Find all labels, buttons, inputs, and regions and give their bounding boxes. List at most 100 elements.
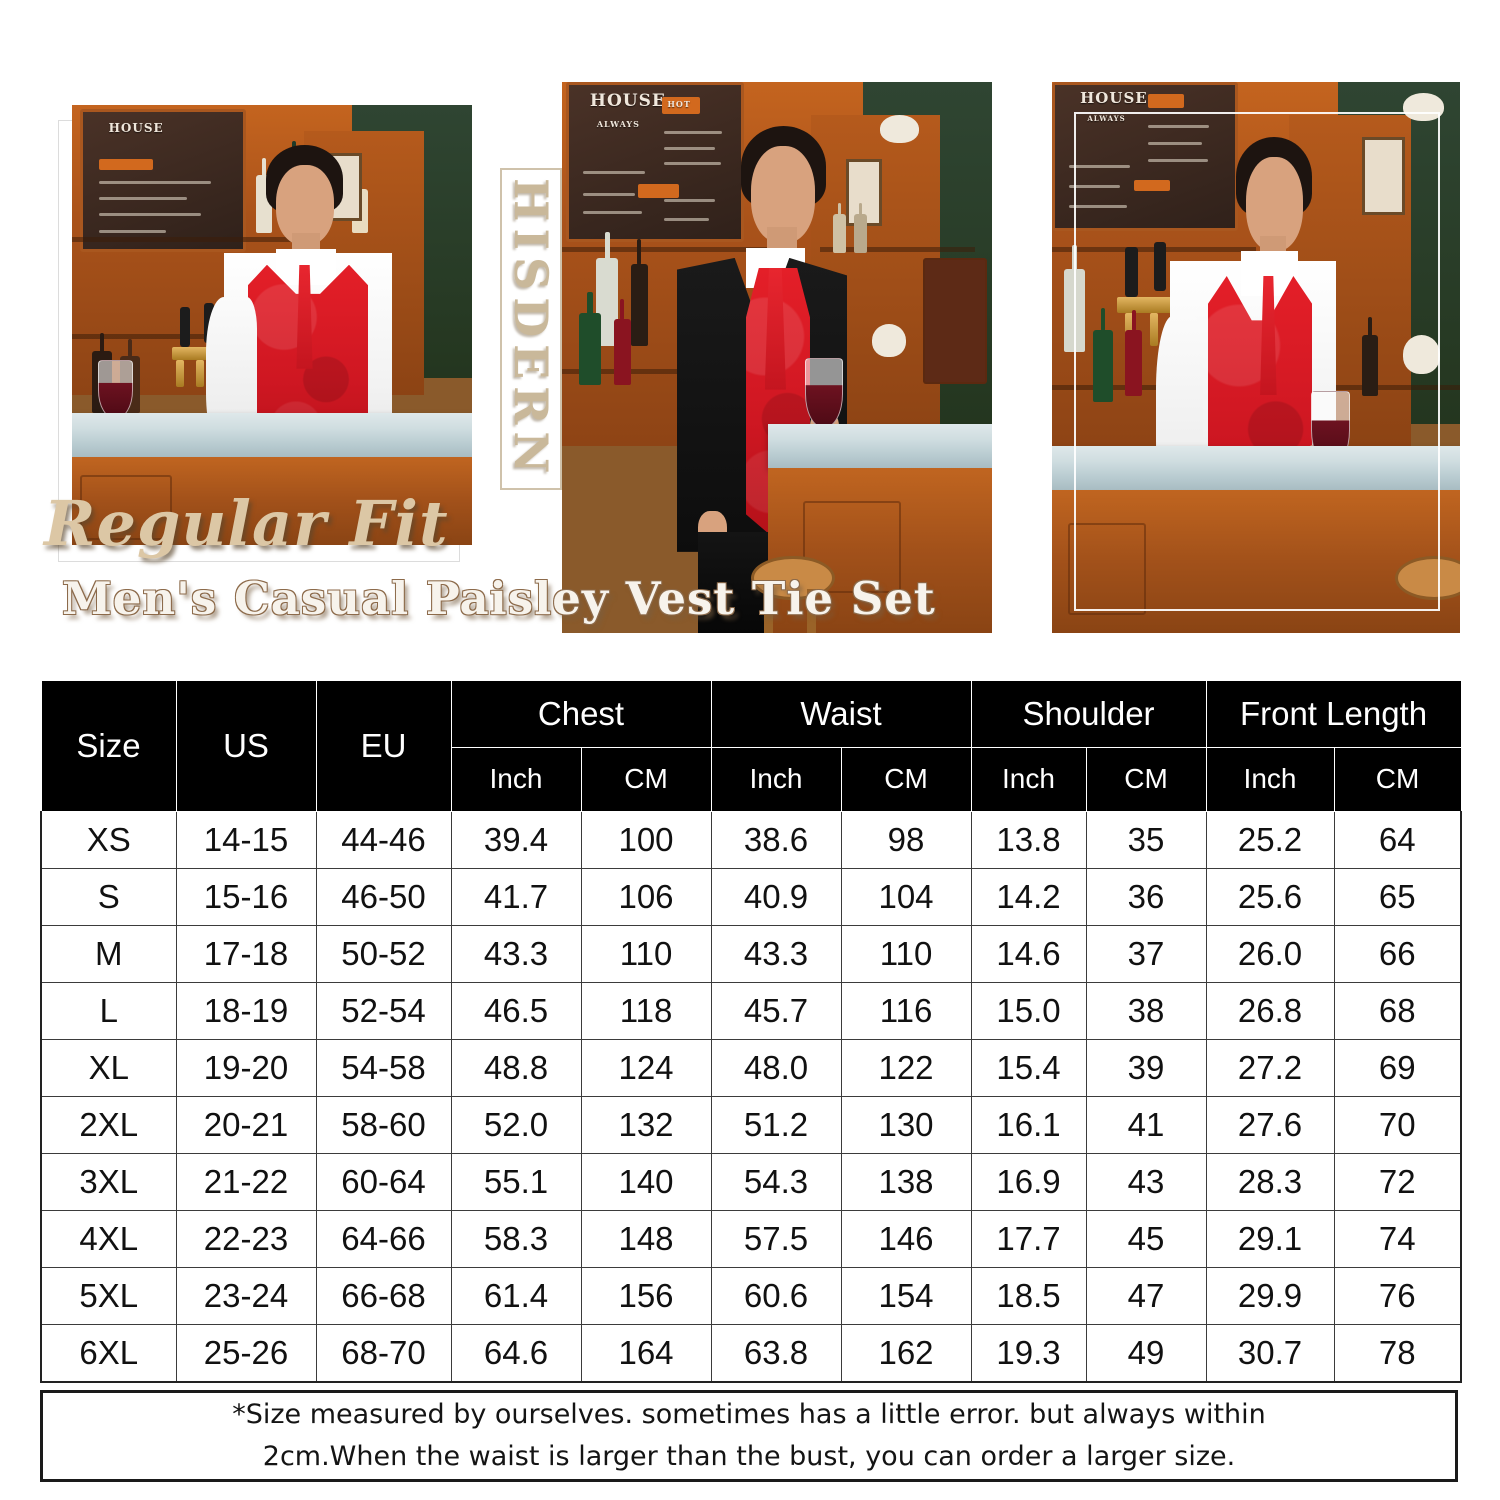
chalkboard-accent xyxy=(99,158,154,170)
table-row: M 17-18 50-52 43.3 110 43.3 110 14.6 37 26.0 66 xyxy=(40,925,1463,983)
cell-waist-cm: 162 xyxy=(840,1324,972,1383)
header-us: US xyxy=(175,680,317,812)
chalkboard-line xyxy=(663,162,721,166)
bar-scene: HOUSE ALWAYS xyxy=(1052,82,1460,633)
cell-us: 23-24 xyxy=(175,1267,317,1325)
cell-front-in: 26.8 xyxy=(1205,982,1335,1040)
cell-us: 19-20 xyxy=(175,1039,317,1097)
cell-chest-cm: 118 xyxy=(580,982,712,1040)
photo-model-vest-with-blazer[interactable]: HOUSE ALWAYS HOT xyxy=(562,82,992,633)
cell-shoulder-in: 13.8 xyxy=(970,811,1087,869)
model-head xyxy=(751,146,816,243)
cell-chest-in: 58.3 xyxy=(450,1210,582,1268)
cell-front-in: 29.9 xyxy=(1205,1267,1335,1325)
chalkboard-line xyxy=(1069,165,1131,169)
size-note-box: *Size measured by ourselves. sometimes h… xyxy=(40,1390,1458,1482)
cell-front-cm: 64 xyxy=(1333,811,1463,869)
chalkboard-line xyxy=(583,211,642,215)
chalkboard-line xyxy=(663,199,716,203)
bottle xyxy=(832,202,846,253)
table-row: L 18-19 52-54 46.5 118 45.7 116 15.0 38 26.8 68 xyxy=(40,982,1463,1040)
photo-model-vest-side[interactable]: HOUSE ALWAYS xyxy=(1052,82,1460,633)
product-photo-banner: HOUSE xyxy=(0,0,1500,660)
cell-size: 3XL xyxy=(40,1153,177,1211)
cell-waist-cm: 116 xyxy=(840,982,972,1040)
chalkboard-line xyxy=(1148,125,1210,129)
cell-chest-cm: 140 xyxy=(580,1153,712,1211)
cell-chest-cm: 148 xyxy=(580,1210,712,1268)
cell-size: 4XL xyxy=(40,1210,177,1268)
cell-chest-in: 61.4 xyxy=(450,1267,582,1325)
chalkboard-line xyxy=(663,146,716,150)
cell-waist-in: 57.5 xyxy=(710,1210,842,1268)
table-row: 3XL 21-22 60-64 55.1 140 54.3 138 16.9 43 28.3 72 xyxy=(40,1153,1463,1211)
size-note-line-2: 2cm.When the waist is larger than the bu… xyxy=(262,1441,1236,1472)
cell-chest-cm: 106 xyxy=(580,868,712,926)
cell-waist-in: 43.3 xyxy=(710,925,842,983)
header-waist: Waist xyxy=(710,680,972,748)
beer-tap-spout xyxy=(1149,313,1159,347)
size-table-body: XS 14-15 44-46 39.4 100 38.6 98 13.8 35 25.2 64 S 15… xyxy=(40,811,1463,1383)
header-chest-cm: CM xyxy=(580,746,712,813)
cell-waist-cm: 104 xyxy=(840,868,972,926)
cell-size: 5XL xyxy=(40,1267,177,1325)
photo-model-vest-front[interactable]: HOUSE xyxy=(72,105,472,545)
cell-shoulder-in: 17.7 xyxy=(970,1210,1087,1268)
chalkboard-line xyxy=(99,213,202,217)
cell-shoulder-cm: 45 xyxy=(1085,1210,1207,1268)
cell-us: 18-19 xyxy=(175,982,317,1040)
beer-tap-handle xyxy=(1154,241,1167,292)
cell-front-in: 30.7 xyxy=(1205,1324,1335,1383)
header-front-cm: CM xyxy=(1333,746,1462,813)
table-header-row-units: Inch CM Inch CM Inch CM Inch CM xyxy=(41,746,1462,813)
ceiling-lamp xyxy=(1402,93,1444,121)
bar-panel xyxy=(802,500,902,593)
cell-us: 14-15 xyxy=(175,811,317,869)
cell-eu: 52-54 xyxy=(315,982,452,1040)
cell-front-cm: 74 xyxy=(1333,1210,1463,1268)
cell-front-cm: 78 xyxy=(1333,1324,1463,1383)
cell-shoulder-in: 19.3 xyxy=(970,1324,1087,1383)
header-waist-cm: CM xyxy=(840,746,972,813)
brand-logo-box: HISDERN xyxy=(500,168,562,490)
cell-chest-cm: 100 xyxy=(580,811,712,869)
cell-eu: 58-60 xyxy=(315,1096,452,1154)
bottle xyxy=(1362,317,1379,397)
cell-front-in: 28.3 xyxy=(1205,1153,1335,1211)
bar-counter xyxy=(768,423,992,468)
cell-chest-cm: 110 xyxy=(580,925,712,983)
shelf xyxy=(72,237,312,242)
chalkboard-line xyxy=(1148,142,1203,146)
wall-picture xyxy=(1362,137,1405,215)
chalkboard-line xyxy=(99,180,211,184)
bottle xyxy=(596,231,618,347)
bottle xyxy=(613,299,631,386)
cell-us: 22-23 xyxy=(175,1210,317,1268)
cell-us: 17-18 xyxy=(175,925,317,983)
header-size: Size xyxy=(40,680,177,812)
bar-counter xyxy=(72,413,472,457)
table-row: 4XL 22-23 64-66 58.3 148 57.5 146 17.7 45 29.1 74 xyxy=(40,1210,1463,1268)
cell-shoulder-in: 15.0 xyxy=(970,982,1087,1040)
cell-size: L xyxy=(40,982,177,1040)
cell-chest-in: 48.8 xyxy=(450,1039,582,1097)
table-row: XS 14-15 44-46 39.4 100 38.6 98 13.8 35 25.2 64 xyxy=(40,811,1463,869)
cell-chest-cm: 124 xyxy=(580,1039,712,1097)
cell-chest-in: 64.6 xyxy=(450,1324,582,1383)
fit-label: Regular Fit xyxy=(44,487,449,560)
bottle xyxy=(854,202,868,253)
beer-tap-spout xyxy=(176,360,184,387)
table-lamp xyxy=(871,324,906,358)
chalkboard-line xyxy=(1069,185,1120,189)
header-chest-inch: Inch xyxy=(450,746,582,813)
header-eu: EU xyxy=(315,680,452,812)
cell-front-in: 26.0 xyxy=(1205,925,1335,983)
cell-chest-cm: 164 xyxy=(580,1324,712,1383)
cell-front-cm: 68 xyxy=(1333,982,1463,1040)
cell-shoulder-cm: 38 xyxy=(1085,982,1207,1040)
cell-waist-in: 54.3 xyxy=(710,1153,842,1211)
chalkboard-always-text: ALWAYS xyxy=(596,118,640,129)
cell-waist-in: 51.2 xyxy=(710,1096,842,1154)
shelf xyxy=(1304,385,1460,391)
chalkboard-menu: HOUSE xyxy=(80,109,246,252)
